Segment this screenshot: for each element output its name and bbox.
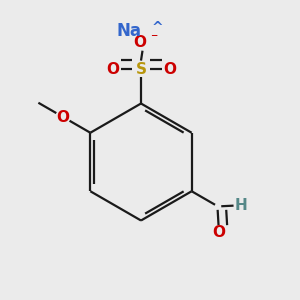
Text: Na: Na — [116, 22, 141, 40]
Text: H: H — [235, 198, 248, 213]
Text: S: S — [136, 61, 146, 76]
Text: O: O — [212, 225, 225, 240]
Text: O: O — [57, 110, 70, 124]
Text: O: O — [106, 61, 119, 76]
Text: O: O — [134, 35, 147, 50]
Text: O: O — [164, 61, 177, 76]
Text: ⁻: ⁻ — [150, 31, 158, 45]
Text: ^: ^ — [152, 21, 163, 35]
